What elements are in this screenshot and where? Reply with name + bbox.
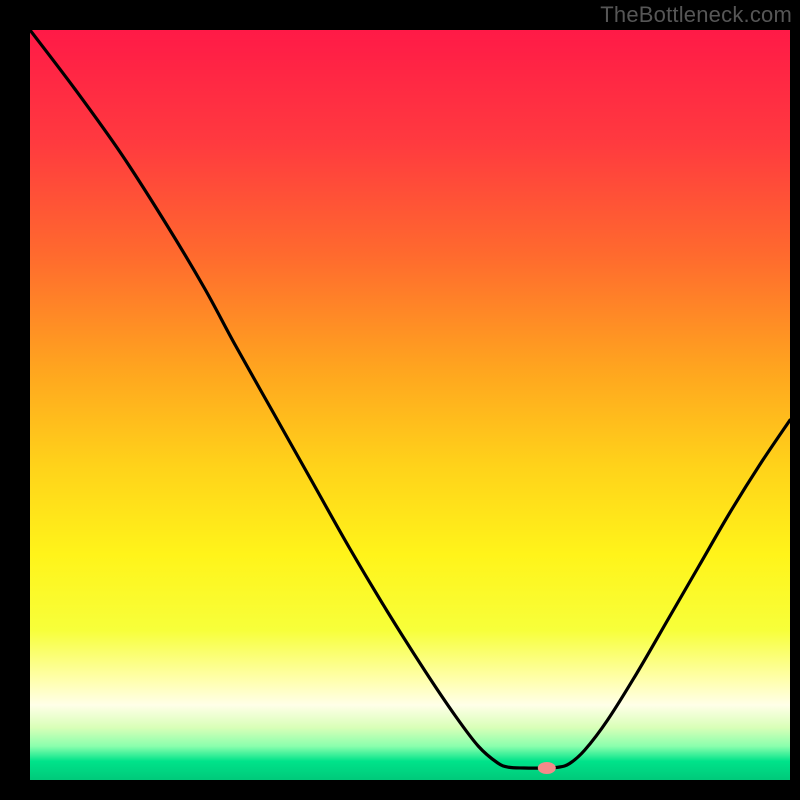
- bottleneck-chart: [30, 30, 790, 780]
- watermark-text: TheBottleneck.com: [600, 2, 792, 28]
- chart-frame: TheBottleneck.com: [0, 0, 800, 800]
- bottleneck-chart-svg: [30, 30, 790, 780]
- optimal-point-marker: [538, 762, 556, 774]
- gradient-background: [30, 30, 790, 780]
